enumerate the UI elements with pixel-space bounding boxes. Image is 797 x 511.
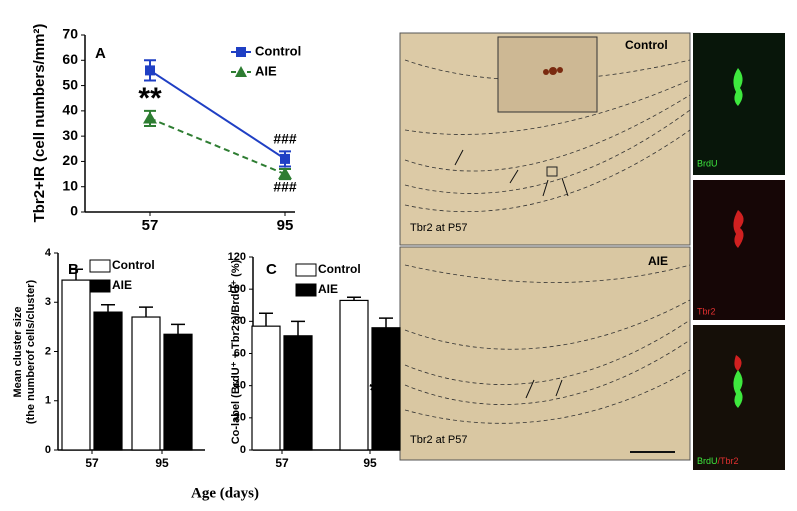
image-label: BrdU xyxy=(697,158,718,168)
bar xyxy=(371,327,401,451)
y-tick-label: 10 xyxy=(62,177,78,193)
y-tick-label: 3 xyxy=(45,296,51,308)
legend-swatch xyxy=(295,283,317,297)
x-tick-label: 57 xyxy=(85,456,99,470)
legend-label: Control xyxy=(255,43,301,58)
legend-marker xyxy=(236,47,246,57)
bar xyxy=(283,335,313,451)
legend-swatch xyxy=(295,263,317,277)
micrograph-bottom: AIE Tbr2 at P57 xyxy=(399,246,691,461)
y-tick-label: 4 xyxy=(45,247,52,259)
y-tick-label: 70 xyxy=(62,26,78,42)
annotation: ### xyxy=(273,179,297,195)
error-bar xyxy=(379,317,393,328)
fluorescence-panels: BrdU Tbr2 BrdU/Tbr2 xyxy=(693,33,785,470)
micrograph-top: Control Tbr2 at P57 xyxy=(399,32,691,246)
bar xyxy=(339,299,369,451)
error-bar xyxy=(259,312,273,327)
y-tick-label: 40 xyxy=(62,102,78,118)
annotation: ** xyxy=(138,82,162,115)
merge-label-part: /Tbr2 xyxy=(718,456,739,466)
error-bar xyxy=(139,306,153,318)
y-tick-label: 2 xyxy=(45,345,51,357)
legend-label: Control xyxy=(318,262,361,276)
marker xyxy=(143,111,157,124)
x-tick-label: 57 xyxy=(275,456,289,470)
error-bar xyxy=(101,303,115,313)
y-tick-label: 80 xyxy=(234,315,246,327)
y-tick-label: 1 xyxy=(45,395,51,407)
y-axis-title: Co-label (BrdU⁺ + Tbr2⁺)/BrdU⁺ (%) xyxy=(230,259,242,444)
y-tick-label: 0 xyxy=(45,444,51,456)
y-axis-title: (the numberof cells/cluster) xyxy=(25,280,37,425)
panel-label: A xyxy=(95,45,106,62)
error-bar xyxy=(291,320,305,336)
legend-swatch xyxy=(89,259,111,273)
panel-label: C xyxy=(266,261,277,278)
annotation: * xyxy=(369,377,379,404)
y-tick-label: 60 xyxy=(234,347,246,359)
y-tick-label: 30 xyxy=(62,127,78,143)
series-line xyxy=(149,117,286,175)
legend-label: AIE xyxy=(112,278,132,292)
bar xyxy=(163,333,193,451)
marker xyxy=(278,167,292,180)
bar xyxy=(61,279,91,451)
error-bar xyxy=(69,268,83,281)
x-axis-title: Age (days) xyxy=(191,485,259,501)
x-tick-label: 95 xyxy=(363,456,377,470)
y-tick-label: 20 xyxy=(234,412,246,424)
y-tick-label: 0 xyxy=(70,203,78,219)
image-caption: Tbr2 at P57 xyxy=(410,222,467,234)
marker xyxy=(145,65,155,76)
image-label: AIE xyxy=(648,254,668,268)
x-tick-label: 57 xyxy=(142,217,159,234)
y-tick-label: 120 xyxy=(228,251,246,263)
y-tick-label: 40 xyxy=(234,380,246,392)
y-tick-label: 50 xyxy=(62,76,78,92)
x-tick-label: 95 xyxy=(277,217,294,234)
bar xyxy=(251,325,281,451)
image-label: Control xyxy=(625,38,668,52)
y-tick-label: 60 xyxy=(62,51,78,67)
y-tick-label: 0 xyxy=(240,444,246,456)
marker xyxy=(280,153,290,164)
legend-label: AIE xyxy=(318,282,338,296)
bar xyxy=(131,316,161,451)
y-tick-label: 100 xyxy=(228,283,246,295)
legend-marker xyxy=(235,66,247,77)
merge-label-part: BrdU xyxy=(697,456,718,466)
legend-label: AIE xyxy=(255,63,277,78)
image-label: Tbr2 xyxy=(697,306,716,316)
legend-swatch xyxy=(89,279,111,293)
y-axis-title: Tbr2+IR (cell numbers/mm²) xyxy=(31,24,48,223)
image-caption: Tbr2 at P57 xyxy=(410,434,467,446)
legend-label: Control xyxy=(112,258,155,272)
series-line xyxy=(149,69,286,160)
error-bar xyxy=(171,323,185,335)
annotation: ### xyxy=(273,131,297,147)
annotation: * xyxy=(99,307,110,338)
x-tick-label: 95 xyxy=(155,456,169,470)
y-tick-label: 20 xyxy=(62,152,78,168)
bar xyxy=(93,311,123,451)
y-axis-title: Mean cluster size xyxy=(12,306,24,397)
image-label: BrdU/Tbr2 xyxy=(697,456,739,466)
